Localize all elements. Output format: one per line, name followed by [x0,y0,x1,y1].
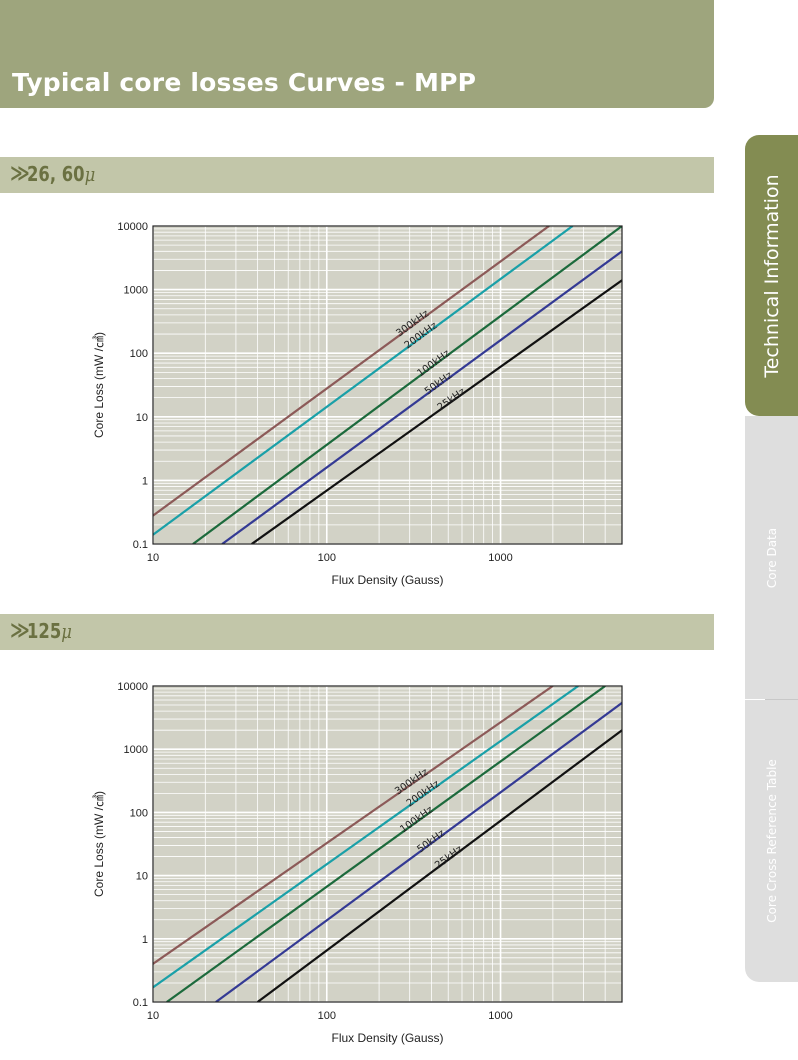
section-value: 26, 60 [27,162,85,186]
series-line-200kHz [153,226,574,536]
plot-frame [152,685,623,1003]
series-line-50kHz [215,702,622,1002]
series-line-25kHz [256,729,622,1002]
section-unit: μ [84,162,96,186]
x-tick-label: 10 [147,1010,159,1022]
core-loss-chart-26-60: 300kHz 200kHz 100kHz 50kHz 25kHz 0.1 1 10 100 100… [0,200,714,600]
tab-core-data[interactable]: Core Data [745,416,798,699]
chart-svg: 300kHz200kHz100kHz50kHz25kHz0.1110100100… [92,681,623,1045]
x-tick-label: 10 [147,552,159,564]
x-tick-label: 1000 [488,552,512,564]
y-tick-label: 10 [136,871,148,883]
series-group [153,686,622,1002]
tab-core-cross-reference-table[interactable]: Core Cross Reference Table [745,700,798,982]
x-tick-label: 1000 [488,1010,512,1022]
y-tick-label: 0.1 [133,997,148,1009]
y-tick-label: 1000 [124,285,148,297]
series-line-200kHz [153,686,579,989]
page-header: Typical core losses Curves - MPP [0,0,714,108]
page-title: Typical core losses Curves - MPP [12,68,477,97]
section-title: 26, 60μ [27,162,95,186]
series-line-100kHz [166,686,606,1002]
series-line-50kHz [221,250,622,544]
tab-label: Core Data [764,527,779,588]
x-axis-label: Flux Density (Gauss) [331,573,443,587]
tab-label: Technical Information [760,173,783,378]
series-line-300kHz [153,226,550,517]
y-tick-label: 100 [130,807,148,819]
y-tick-label: 0.1 [133,539,148,551]
tab-label: Core Cross Reference Table [764,759,779,923]
x-tick-label: 100 [318,552,336,564]
y-axis-label: Core Loss (mW /㎤) [92,332,106,438]
section-value: 125 [27,619,62,643]
y-tick-label: 1000 [124,744,148,756]
chart-svg: 300kHz200kHz100kHz50kHz25kHz0.1110100100… [92,221,623,587]
plot-frame [152,225,623,545]
series-line-300kHz [153,686,554,965]
y-tick-label: 1 [142,475,148,487]
y-axis-label: Core Loss (mW /㎤) [92,791,106,897]
tab-divider [765,699,798,700]
section-marker-icon: ≫ [10,618,30,642]
x-tick-label: 100 [318,1010,336,1022]
section-title: 125μ [27,619,72,643]
section-marker-icon: ≫ [10,161,30,185]
x-axis-label: Flux Density (Gauss) [331,1031,443,1045]
y-tick-label: 10000 [117,681,148,693]
section-header-125: ≫ 125μ [0,614,714,650]
section-unit: μ [61,619,72,643]
series-line-100kHz [192,226,622,544]
y-tick-label: 10000 [117,221,148,233]
section-header-26-60: ≫ 26, 60μ [0,157,714,193]
series-group [153,226,622,544]
y-tick-label: 10 [136,412,148,424]
tab-technical-information[interactable]: Technical Information [745,135,798,416]
y-tick-label: 1 [142,934,148,946]
series-line-25kHz [251,279,622,544]
core-loss-chart-125: 300kHz 200kHz 100kHz 50kHz 25kHz 0.1 1 10 100 100… [0,660,714,1060]
y-tick-label: 100 [130,348,148,360]
plot-area [153,226,622,544]
